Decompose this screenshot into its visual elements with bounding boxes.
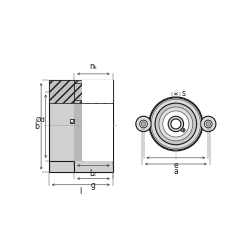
Text: b: b [35, 122, 40, 131]
Bar [82, 92, 113, 161]
Text: Lₖ: Lₖ [90, 168, 97, 177]
Circle shape [181, 128, 185, 132]
Bar [74, 92, 113, 161]
Text: s: s [182, 90, 186, 98]
Text: g: g [91, 181, 96, 190]
Bar [82, 80, 113, 103]
Circle shape [163, 111, 189, 137]
Circle shape [150, 98, 202, 150]
Circle shape [149, 97, 203, 151]
Text: l: l [80, 187, 82, 196]
Bar [49, 80, 74, 103]
Text: e: e [174, 161, 178, 170]
Circle shape [136, 116, 151, 132]
Circle shape [140, 120, 147, 128]
Text: a: a [174, 167, 178, 176]
Bar [49, 80, 113, 172]
Bar [70, 118, 74, 123]
Circle shape [155, 103, 197, 145]
Circle shape [159, 107, 193, 141]
Circle shape [200, 116, 216, 132]
Bar [49, 161, 74, 172]
Circle shape [204, 120, 212, 128]
Circle shape [141, 122, 146, 126]
Circle shape [70, 119, 74, 122]
Text: nₖ: nₖ [90, 62, 98, 71]
Bar [49, 80, 74, 92]
Bar [74, 80, 113, 103]
Bar [82, 92, 113, 161]
Circle shape [171, 119, 181, 129]
Text: Ød: Ød [35, 117, 45, 123]
Circle shape [206, 122, 210, 126]
Circle shape [90, 88, 97, 96]
Bar [74, 80, 113, 103]
Circle shape [168, 116, 184, 132]
